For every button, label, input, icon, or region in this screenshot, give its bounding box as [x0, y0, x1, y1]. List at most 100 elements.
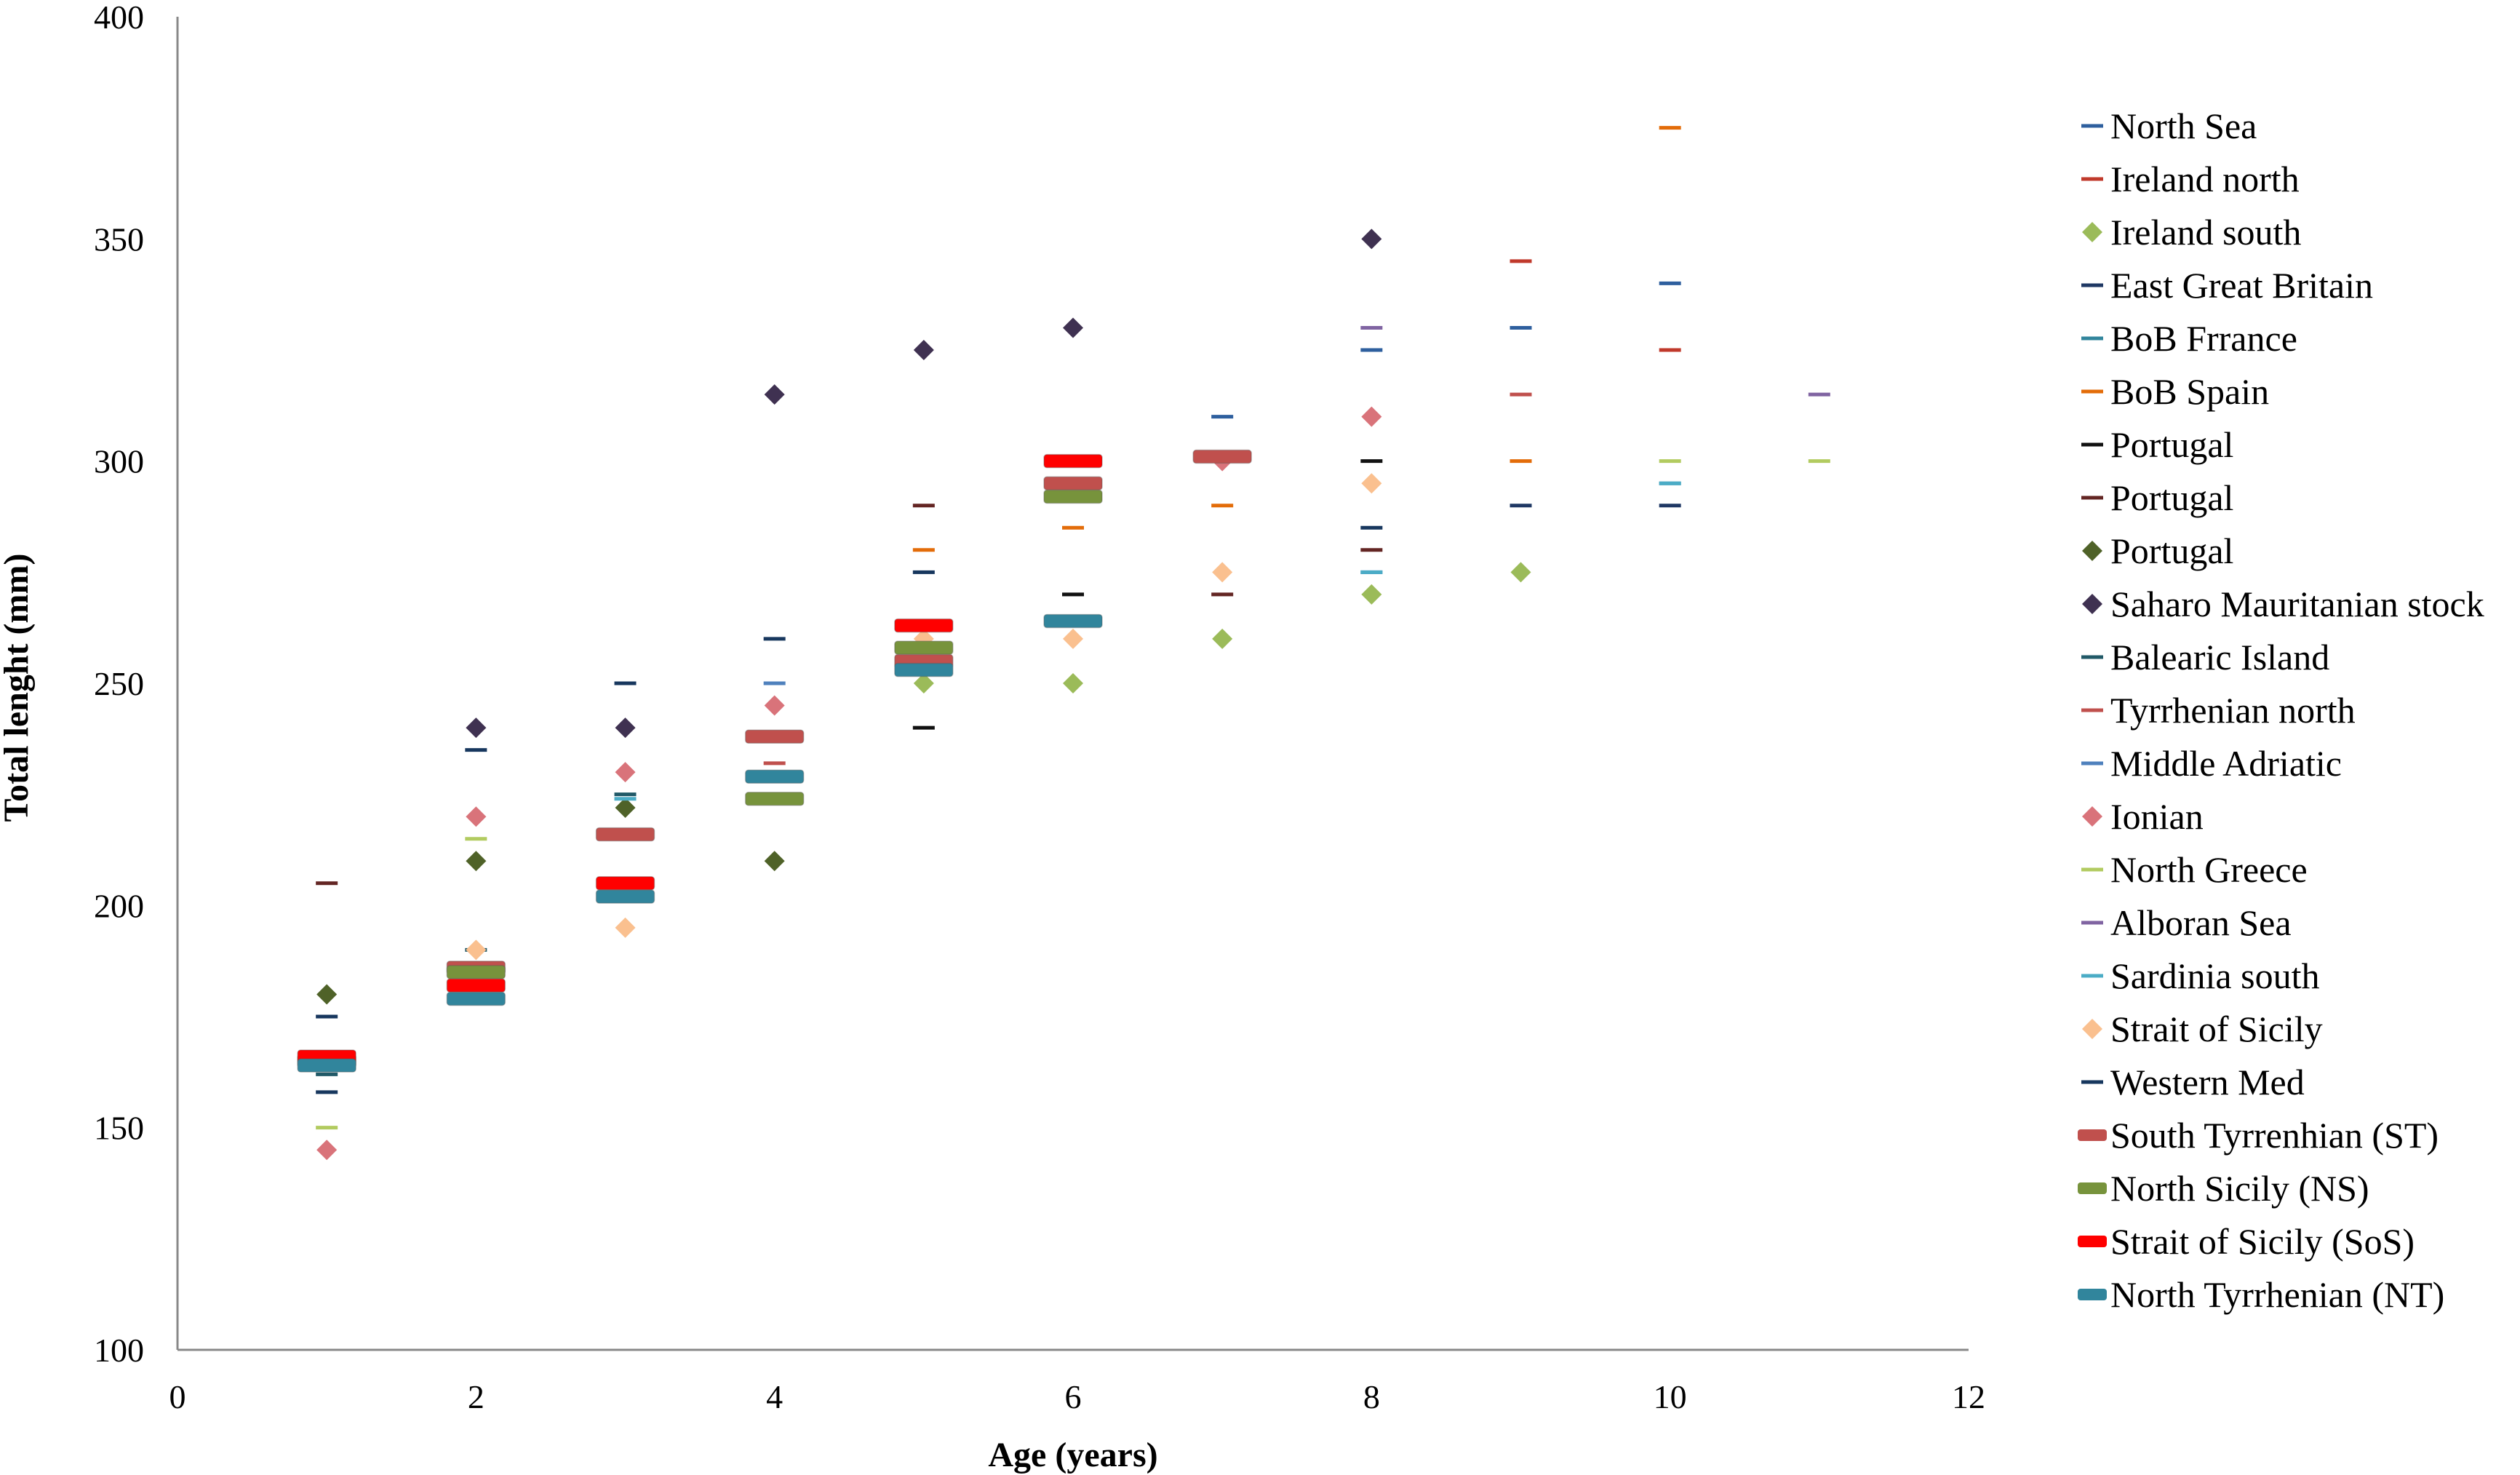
series-9: [466, 228, 1382, 739]
y-tick-label: 250: [94, 665, 144, 702]
x-tick-label: 8: [1363, 1378, 1380, 1415]
data-point: [1043, 489, 1103, 504]
data-point: [615, 762, 636, 783]
legend-swatch: [2082, 1019, 2102, 1039]
x-axis-ticks: 0 2 4 6 8 10 12: [170, 1378, 1986, 1415]
legend-item: Portugal: [2081, 477, 2233, 518]
data-point: [894, 640, 954, 655]
series-10: [316, 792, 637, 1076]
legend-label: Alboran Sea: [2110, 902, 2292, 943]
legend-label: BoB Frrance: [2110, 318, 2297, 359]
series-20: [446, 489, 1103, 979]
legend-item: Alboran Sea: [2081, 902, 2292, 943]
data-point: [466, 806, 487, 827]
plot-area: [297, 126, 1830, 1161]
data-point: [913, 673, 934, 693]
legend-item: Strait of Sicily: [2082, 1009, 2323, 1049]
x-tick-label: 10: [1654, 1378, 1687, 1415]
data-point: [615, 917, 636, 938]
data-point: [1510, 562, 1531, 583]
data-point: [764, 695, 785, 716]
data-point: [615, 797, 636, 818]
legend-label: Portugal: [2110, 477, 2233, 518]
legend-swatch: [2082, 222, 2102, 242]
y-tick-label: 150: [94, 1110, 144, 1147]
data-point: [615, 717, 636, 739]
legend-item: Saharo Mauritanian stock: [2082, 584, 2484, 624]
data-point: [744, 769, 805, 784]
series-11: [763, 392, 1532, 766]
legend-swatch: [2078, 1289, 2107, 1300]
legend-label: Ireland south: [2110, 212, 2301, 253]
series-8: [316, 797, 785, 1005]
legend-item: Ionian: [2082, 796, 2204, 837]
legend-label: Balearic Island: [2110, 637, 2329, 677]
data-point: [1063, 673, 1083, 693]
legend-label: Sardinia south: [2110, 955, 2319, 996]
data-point: [1043, 476, 1103, 490]
y-axis-ticks: 100 150 200 250 300 350 400: [94, 0, 144, 1369]
legend-swatch: [2078, 1236, 2107, 1247]
data-point: [764, 384, 785, 405]
x-axis-title: Age (years): [988, 1436, 1157, 1474]
legend-label: South Tyrrenhian (ST): [2110, 1115, 2439, 1156]
legend-label: Middle Adriatic: [2110, 743, 2342, 784]
x-tick-label: 6: [1065, 1378, 1082, 1415]
legend-item: Portugal: [2081, 424, 2233, 465]
data-point: [744, 792, 805, 806]
x-tick-label: 0: [170, 1378, 186, 1415]
legend-item: Middle Adriatic: [2081, 743, 2342, 784]
data-point: [1361, 473, 1382, 494]
legend-item: North Sea: [2081, 106, 2257, 146]
data-point: [744, 729, 805, 744]
data-point: [1063, 317, 1083, 338]
legend-item: Ireland south: [2082, 212, 2301, 253]
y-axis-title: Total lenght (mm): [0, 554, 36, 822]
series-7: [316, 504, 1383, 886]
data-point: [1043, 613, 1103, 629]
data-point: [595, 827, 655, 842]
data-point: [764, 851, 785, 872]
data-point: [1212, 562, 1233, 583]
legend-label: Western Med: [2110, 1062, 2305, 1102]
legend-label: North Sicily (NS): [2110, 1168, 2369, 1209]
legend-swatch: [2082, 541, 2102, 561]
legend-label: BoB Spain: [2110, 371, 2269, 412]
legend-label: North Sea: [2110, 106, 2257, 146]
series-5: [912, 126, 1681, 552]
data-point: [1212, 628, 1233, 649]
legend-label: Ireland north: [2110, 159, 2300, 199]
series-21: [297, 453, 1103, 1064]
series-1: [1510, 259, 1681, 352]
series-13: [316, 406, 1382, 1161]
legend-item: East Great Britain: [2081, 265, 2373, 306]
data-point: [894, 662, 954, 677]
legend-swatch: [2078, 1129, 2107, 1141]
data-point: [316, 1140, 338, 1161]
y-tick-label: 350: [94, 220, 144, 258]
y-tick-label: 400: [94, 0, 144, 36]
legend-item: BoB Spain: [2081, 371, 2269, 412]
data-point: [1361, 584, 1382, 605]
legend-swatch: [2082, 806, 2102, 827]
data-point: [1043, 453, 1103, 469]
legend-item: Sardinia south: [2081, 955, 2319, 996]
legend-swatch: [2078, 1182, 2107, 1194]
series-0: [1211, 281, 1681, 419]
legend-label: North Greece: [2110, 849, 2308, 890]
series-6: [912, 459, 1383, 730]
data-point: [595, 889, 655, 904]
data-point: [446, 978, 506, 993]
data-point: [446, 991, 506, 1006]
series-15: [1360, 325, 1830, 397]
series-19: [297, 449, 1252, 1068]
data-point: [1361, 406, 1382, 427]
legend-item: Balearic Island: [2081, 637, 2329, 677]
series-14: [316, 459, 1830, 1130]
legend-item: BoB Frrance: [2081, 318, 2297, 359]
legend-item: South Tyrrenhian (ST): [2078, 1115, 2439, 1156]
y-tick-label: 100: [94, 1332, 144, 1369]
legend-item: Strait of Sicily (SoS): [2078, 1221, 2415, 1262]
data-point: [466, 851, 487, 872]
